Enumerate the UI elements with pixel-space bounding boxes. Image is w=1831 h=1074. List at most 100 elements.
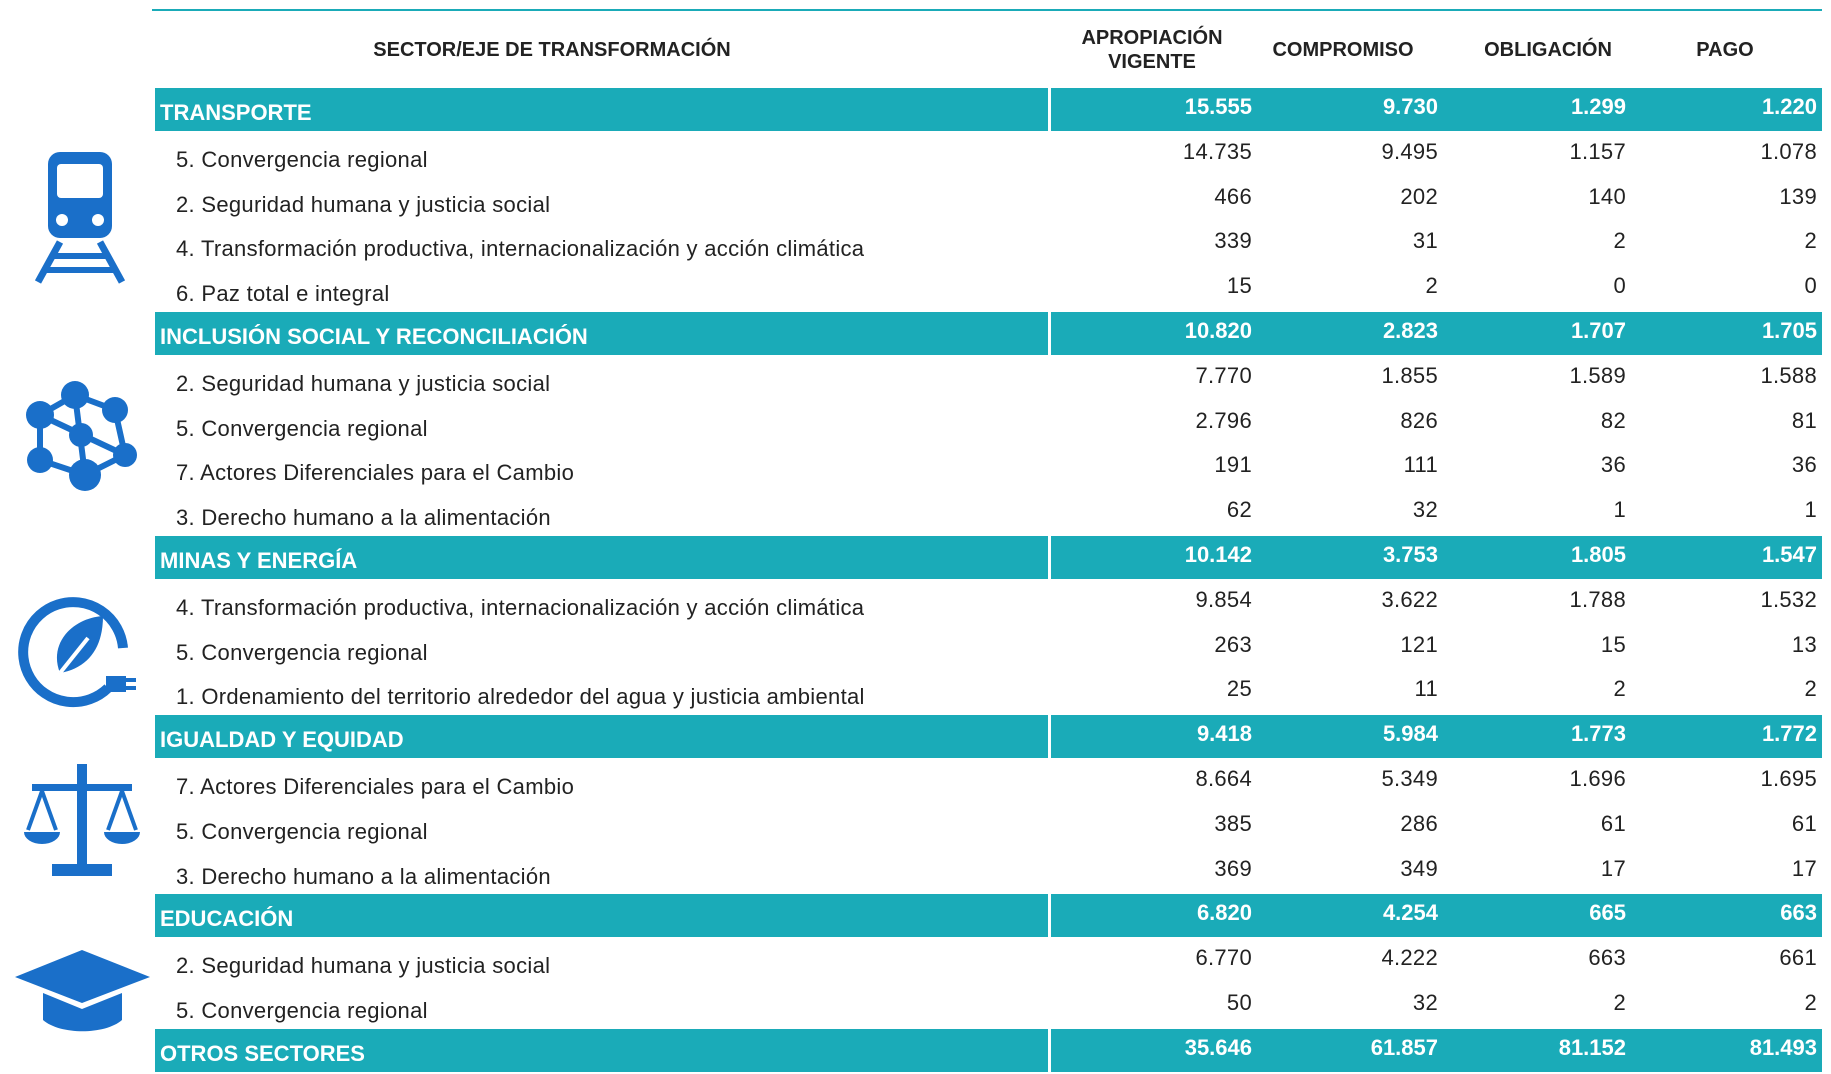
- row-value: 1.788: [1569, 586, 1626, 612]
- row-label: 4. Transformación productiva, internacio…: [176, 236, 865, 262]
- row-value: 1: [1804, 497, 1817, 523]
- education-icon: [15, 950, 150, 1032]
- row-value: 81: [1791, 407, 1817, 433]
- row-value: 191: [1214, 452, 1252, 478]
- row-value: 1.532: [1760, 586, 1817, 612]
- section-value: 81.493: [1749, 1034, 1817, 1060]
- row-label: 7. Actores Diferenciales para el Cambio: [176, 774, 575, 799]
- row-value: 25: [1226, 676, 1252, 702]
- section-value: 1.707: [1570, 318, 1626, 343]
- section-value: 1.547: [1761, 542, 1817, 567]
- row-value: 14.735: [1182, 138, 1252, 164]
- row-value: 32: [1412, 990, 1438, 1015]
- network-icon: [26, 381, 137, 491]
- section-value: 1.705: [1761, 318, 1817, 343]
- row-value: 826: [1400, 407, 1438, 433]
- row-value: 1.157: [1569, 138, 1626, 164]
- row-value: 1.695: [1760, 766, 1817, 791]
- section-value: 81.152: [1558, 1034, 1626, 1060]
- row-value: 17: [1791, 855, 1817, 881]
- section-band: [1051, 1028, 1822, 1072]
- section-value: 6.820: [1196, 900, 1252, 926]
- row-value: 0: [1804, 273, 1817, 299]
- row-value: 2: [1613, 676, 1626, 702]
- section-band: [1051, 715, 1822, 758]
- row-value: 50: [1226, 990, 1252, 1015]
- column-header: PAGO: [1696, 39, 1754, 61]
- row-value: 111: [1403, 452, 1438, 478]
- section-name: IGUALDAD Y EQUIDAD: [160, 727, 404, 753]
- row-value: 15: [1600, 631, 1626, 657]
- row-value: 2: [1425, 273, 1438, 299]
- row-value: 2: [1804, 228, 1817, 254]
- row-value: 121: [1400, 631, 1438, 657]
- section-value: 10.820: [1184, 318, 1252, 343]
- section-band: [1051, 894, 1822, 938]
- section-value: 9.730: [1382, 94, 1438, 119]
- section-value: 1.220: [1761, 94, 1817, 119]
- row-value: 1.078: [1760, 138, 1817, 164]
- section-name: OTROS SECTORES: [160, 1040, 365, 1066]
- row-value: 15: [1226, 273, 1252, 299]
- section-band: [1051, 88, 1822, 131]
- row-value: 139: [1779, 183, 1817, 209]
- row-value: 663: [1588, 945, 1626, 971]
- section-name: INCLUSIÓN SOCIAL Y RECONCILIACIÓN: [160, 324, 588, 349]
- row-value: 0: [1613, 273, 1626, 299]
- section-band: [155, 312, 1048, 355]
- row-value: 140: [1588, 183, 1626, 209]
- row-label: 6. Paz total e integral: [176, 281, 390, 307]
- row-label: 3. Derecho humano a la alimentación: [176, 863, 551, 889]
- section-name: MINAS Y ENERGÍA: [160, 548, 358, 573]
- row-value: 9.854: [1195, 586, 1252, 612]
- section-band: [155, 715, 1048, 758]
- row-label: 5. Convergencia regional: [176, 146, 428, 172]
- energy-icon: [18, 597, 136, 708]
- section-band: [155, 1028, 1048, 1072]
- train-icon: [34, 152, 126, 284]
- section-value: 15.555: [1184, 94, 1252, 119]
- row-label: 2. Seguridad humana y justicia social: [176, 191, 551, 217]
- row-label: 7. Actores Diferenciales para el Cambio: [176, 460, 575, 486]
- row-value: 9.495: [1381, 138, 1438, 164]
- section-band: [155, 88, 1048, 131]
- row-value: 369: [1214, 855, 1252, 881]
- row-value: 1: [1613, 497, 1626, 523]
- section-value: 1.805: [1570, 542, 1626, 567]
- section-value: 1.772: [1761, 721, 1817, 747]
- row-value: 2: [1804, 990, 1817, 1015]
- section-name: TRANSPORTE: [160, 100, 312, 125]
- row-value: 61: [1600, 810, 1626, 836]
- section-value: 35.646: [1184, 1034, 1252, 1060]
- row-value: 2: [1613, 990, 1626, 1015]
- section-value: 3.753: [1382, 542, 1438, 567]
- row-value: 5.349: [1381, 766, 1438, 791]
- section-value: 4.254: [1382, 900, 1438, 926]
- section-value: 9.418: [1196, 721, 1252, 747]
- row-value: 31: [1412, 228, 1438, 254]
- row-value: 3.622: [1381, 586, 1438, 612]
- section-band: [1051, 536, 1822, 579]
- section-value: 1.773: [1570, 721, 1626, 747]
- row-value: 339: [1214, 228, 1252, 254]
- justice-icon: [24, 764, 140, 876]
- row-value: 6.770: [1195, 945, 1252, 971]
- row-value: 1.696: [1569, 766, 1626, 791]
- row-value: 62: [1226, 497, 1252, 523]
- row-value: 82: [1600, 407, 1626, 433]
- column-header: OBLIGACIÓN: [1484, 39, 1612, 61]
- row-value: 61: [1791, 810, 1817, 836]
- row-value: 8.664: [1195, 766, 1252, 791]
- section-band: [155, 894, 1048, 938]
- row-value: 202: [1400, 183, 1438, 209]
- column-header: COMPROMISO: [1272, 39, 1414, 61]
- row-label: 3. Derecho humano a la alimentación: [176, 505, 551, 531]
- row-value: 661: [1779, 945, 1817, 971]
- row-value: 385: [1214, 810, 1252, 836]
- row-label: 5. Convergencia regional: [176, 415, 428, 441]
- row-value: 36: [1600, 452, 1626, 478]
- row-value: 2: [1804, 676, 1817, 702]
- column-header: SECTOR/EJE DE TRANSFORMACIÓN: [373, 39, 731, 61]
- row-value: 1.589: [1569, 362, 1626, 388]
